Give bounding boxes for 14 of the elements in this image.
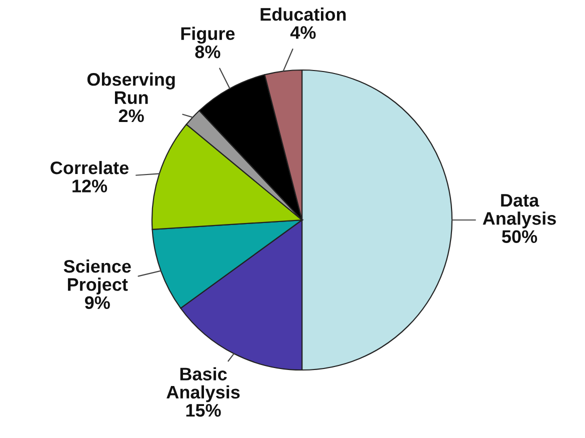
slice-label: Observing Run [87, 72, 175, 104]
slice-label: Figure [181, 26, 235, 44]
slice-label: Correlate [50, 160, 129, 174]
data-label: 8% [195, 45, 220, 58]
data-label: 12% [72, 180, 108, 192]
slice-label: Data Analysis [482, 194, 556, 228]
slice-label: Education [260, 8, 346, 21]
data-label: 2% [118, 109, 144, 122]
data-label: 9% [84, 296, 110, 310]
data-label: 15% [186, 404, 221, 417]
data-label: 4% [290, 26, 316, 39]
data-label: 50% [502, 230, 538, 243]
slice-label: Science Project [64, 260, 131, 294]
slice-label: Basic Analysis [166, 367, 240, 402]
